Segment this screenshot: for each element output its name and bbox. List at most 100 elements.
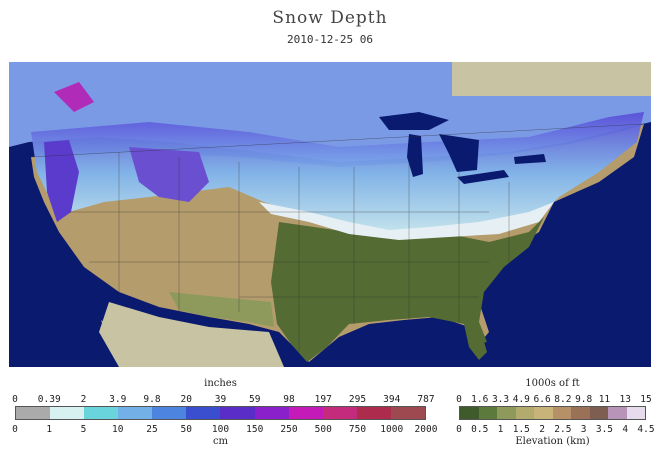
snow-legend-swatch <box>16 407 51 419</box>
snow-cm-tick-label: 0 <box>12 424 18 435</box>
snow-inches-tick-label: 98 <box>283 394 295 405</box>
elevation-ft-tick-label: 8.2 <box>554 394 572 405</box>
snow-depth-legend: inches 0 0.39 2 3.9 9.8 20 39 59 98 197 295 394 787 … <box>12 378 437 453</box>
snow-cm-tick-label: 500 <box>314 424 332 435</box>
elevation-legend-swatch <box>608 407 627 419</box>
snow-inches-tick-label: 59 <box>249 394 261 405</box>
snow-depth-map <box>9 62 651 367</box>
snow-color-bar <box>15 406 426 420</box>
elevation-legend-swatch <box>552 407 571 419</box>
elevation-legend-swatch <box>589 407 608 419</box>
snow-edge-band <box>259 202 554 240</box>
snow-inches-tick-label: 3.9 <box>109 394 127 405</box>
no-data-area <box>452 62 651 96</box>
elevation-ft-tick-label: 13 <box>619 394 631 405</box>
elevation-ft-tick-label: 1.6 <box>471 394 489 405</box>
snow-inches-tick-label: 39 <box>214 394 227 405</box>
snow-inches-tick-label: 20 <box>180 394 192 405</box>
snow-legend-swatch <box>322 407 357 419</box>
snow-inches-tick-label: 295 <box>348 394 367 405</box>
snow-cm-tick-label: 5 <box>80 424 87 435</box>
elevation-km-tick-label: 3 <box>580 424 587 435</box>
snow-inches-tick-label: 394 <box>383 394 401 405</box>
elevation-km-tick-label: 4.5 <box>637 424 655 435</box>
elevation-km-tick-label: 2.5 <box>554 424 572 435</box>
snow-legend-swatch <box>152 407 187 419</box>
snow-legend-swatch <box>220 407 255 419</box>
lake-ontario <box>514 154 546 164</box>
cascades-heavy-snow <box>44 140 79 222</box>
snow-cm-tick-label: 750 <box>348 424 367 435</box>
elevation-km-tick-label: 0 <box>456 424 462 435</box>
elevation-ft-tick-label: 11 <box>598 394 611 405</box>
elevation-km-tick-label: 1 <box>497 424 504 435</box>
snow-legend-bottom-unit: cm <box>212 436 229 447</box>
snow-inches-tick-label: 0.39 <box>37 394 61 405</box>
snow-cm-tick-label: 10 <box>112 424 124 435</box>
snow-cover-north <box>31 112 644 234</box>
elevation-km-tick-label: 0.5 <box>471 424 489 435</box>
baja-peninsula <box>101 320 154 367</box>
snow-cm-tick-label: 2000 <box>414 424 438 435</box>
snow-legend-swatch <box>390 407 425 419</box>
snow-cm-tick-label: 1000 <box>380 424 404 435</box>
florida <box>464 324 487 360</box>
snow-cm-tick-label: 250 <box>280 424 298 435</box>
elevation-legend-bottom-unit: Elevation (km) <box>515 436 590 447</box>
snow-legend-swatch <box>254 407 289 419</box>
elevation-legend-top-ticks: 0 1.6 3.3 4.9 6.6 8.2 9.8 11 13 15 <box>456 394 652 406</box>
map-datetime: 2010-12-25 06 <box>286 33 374 46</box>
elevation-ft-tick-label: 6.6 <box>533 394 551 405</box>
elevation-legend-swatch <box>534 407 553 419</box>
elevation-legend-swatch <box>626 407 645 419</box>
elevation-ft-tick-label: 9.8 <box>575 394 593 405</box>
rockies-heavy-snow <box>129 147 209 202</box>
elevation-legend-top-unit: 1000s of ft <box>525 378 580 389</box>
elevation-km-tick-label: 4 <box>622 424 629 435</box>
elevation-ft-tick-label: 15 <box>640 394 652 405</box>
elevation-legend-swatch <box>515 407 534 419</box>
snow-legend-swatch <box>186 407 221 419</box>
lake-huron <box>439 134 479 172</box>
snow-legend-top-ticks: 0 0.39 2 3.9 9.8 20 39 59 98 197 295 394 787 <box>12 394 434 406</box>
lake-superior <box>379 112 449 130</box>
lake-michigan <box>407 134 423 177</box>
elevation-km-tick-label: 1.5 <box>512 424 530 435</box>
snow-legend-swatch <box>356 407 391 419</box>
bc-deep-snow <box>54 82 94 112</box>
mexico-region <box>99 302 284 367</box>
snow-cm-tick-label: 50 <box>180 424 192 435</box>
snow-inches-tick-label: 197 <box>314 394 332 405</box>
snow-inches-tick-label: 2 <box>80 394 87 405</box>
elevation-km-tick-label: 2 <box>539 424 545 435</box>
snow-legend-bottom-ticks: 0 1 5 10 25 50 100 150 250 500 750 1000 2000 <box>12 424 437 436</box>
elevation-legend-bottom-ticks: 0 0.5 1 1.5 2 2.5 3 3.5 4 4.5 <box>456 424 654 436</box>
snow-legend-swatch <box>50 407 85 419</box>
snow-inches-tick-label: 9.8 <box>143 394 161 405</box>
snow-cm-tick-label: 100 <box>211 424 230 435</box>
snow-inches-tick-label: 0 <box>12 394 18 405</box>
map-canvas <box>9 62 651 367</box>
elevation-ft-tick-label: 3.3 <box>491 394 510 405</box>
elevation-km-tick-label: 3.5 <box>595 424 614 435</box>
southern-plains <box>169 292 274 327</box>
elevation-color-bar <box>459 406 646 420</box>
snow-legend-top-unit: inches <box>204 378 237 389</box>
elevation-ft-tick-label: 4.9 <box>512 394 530 405</box>
snow-legend-swatch <box>288 407 323 419</box>
elevation-legend-swatch <box>478 407 497 419</box>
snow-cm-tick-label: 150 <box>246 424 264 435</box>
snow-legend-swatch <box>118 407 153 419</box>
snow-cm-tick-label: 25 <box>146 424 158 435</box>
lake-erie <box>457 170 509 184</box>
elevation-ft-tick-label: 0 <box>456 394 462 405</box>
snow-cm-tick-label: 1 <box>46 424 53 435</box>
state-borders <box>30 123 645 352</box>
snow-legend-swatch <box>84 407 119 419</box>
elevation-legend-swatch <box>460 407 479 419</box>
snow-inches-tick-label: 787 <box>417 394 435 405</box>
elevation-legend-swatch <box>571 407 590 419</box>
map-title: Snow Depth <box>272 8 388 28</box>
elevation-legend-swatch <box>497 407 516 419</box>
